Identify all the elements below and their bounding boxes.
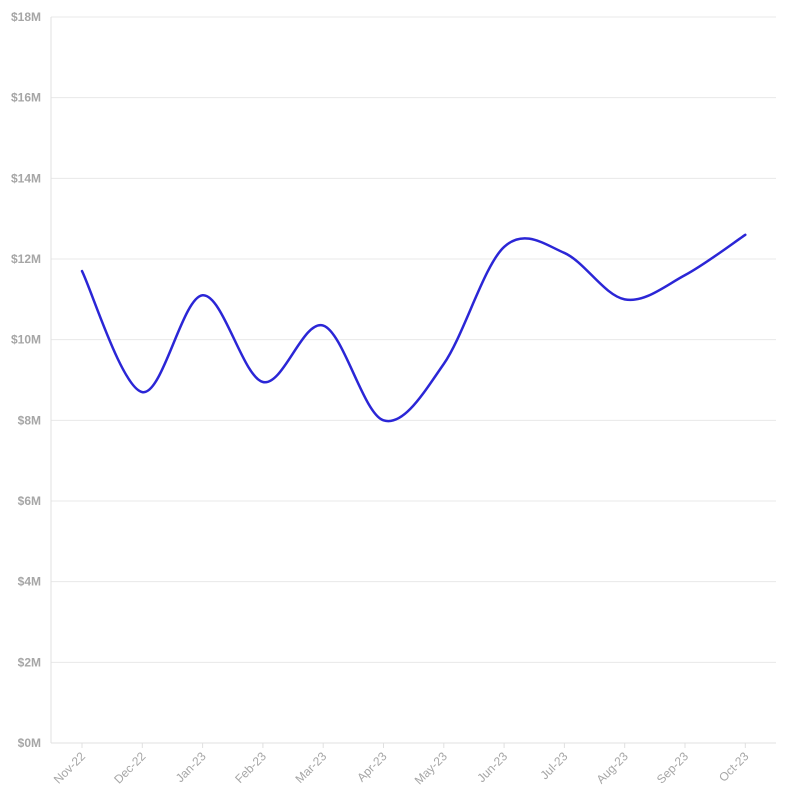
x-axis: Nov-22 Dec-22 Jan-23 Feb-23 Mar-23 Apr-23 May-… [51,743,752,787]
y-tick-label: $8M [18,413,41,427]
x-tick-label: May-23 [412,749,450,787]
y-tick-label: $14M [11,171,41,185]
x-tick-label: Sep-23 [654,749,691,786]
series-layer [80,233,747,423]
y-tick-label: $0M [18,736,41,750]
x-tick-label: Jul-23 [538,749,571,782]
x-tick-label: Jun-23 [474,749,510,785]
y-axis: $0M $2M $4M $6M $8M $10M $12M $14M $16M $18M [11,10,52,750]
x-tick-label: Dec-22 [111,749,148,786]
y-tick-label: $4M [18,575,41,589]
x-tick-label: Nov-22 [51,749,88,786]
y-tick-label: $12M [11,252,41,266]
x-tick-label: Mar-23 [293,749,330,786]
x-tick-label: Feb-23 [232,749,269,786]
y-tick-label: $10M [11,333,41,347]
x-tick-label: Apr-23 [354,749,390,785]
y-tick-label: $2M [18,655,41,669]
y-tick-label: $18M [11,10,41,24]
y-tick-label: $16M [11,91,41,105]
grid-lines [51,16,776,744]
x-tick-label: Jan-23 [173,749,209,785]
x-tick-label: Aug-23 [594,749,631,786]
y-tick-label: $6M [18,494,41,508]
x-tick-label: Oct-23 [716,749,752,785]
series-line-0 [80,233,747,423]
